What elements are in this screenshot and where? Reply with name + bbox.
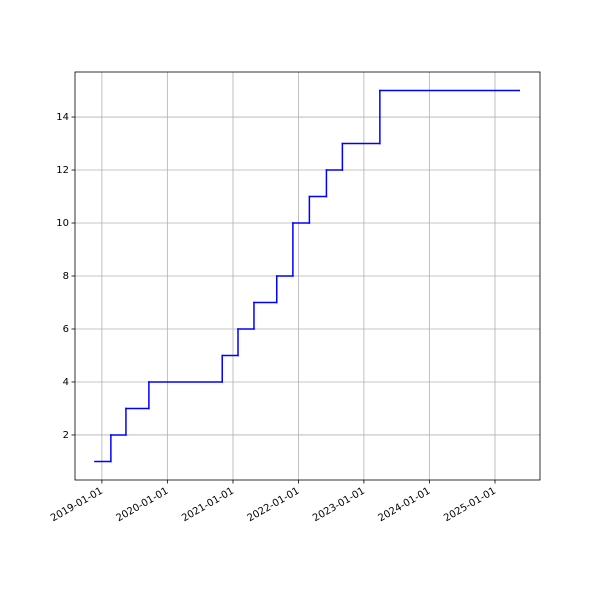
x-tick-label: 2025-01-01: [442, 486, 498, 525]
y-tick-label: 2: [63, 430, 69, 441]
y-tick-label: 14: [56, 112, 69, 123]
plot-frame: [74, 71, 541, 481]
y-tick-label: 8: [63, 271, 69, 282]
x-tick-label: 2021-01-01: [180, 486, 236, 525]
x-tick-label: 2022-01-01: [246, 486, 302, 525]
y-tick-label: 6: [63, 324, 69, 335]
y-tick-label: 4: [63, 377, 69, 388]
x-tick-label: 2023-01-01: [311, 486, 367, 525]
y-tick-label: 10: [56, 218, 69, 229]
x-tick-label: 2019-01-01: [49, 486, 105, 525]
x-tick-label: 2024-01-01: [377, 486, 433, 525]
x-tick-label: 2020-01-01: [115, 486, 171, 525]
y-tick-label: 12: [56, 165, 69, 176]
